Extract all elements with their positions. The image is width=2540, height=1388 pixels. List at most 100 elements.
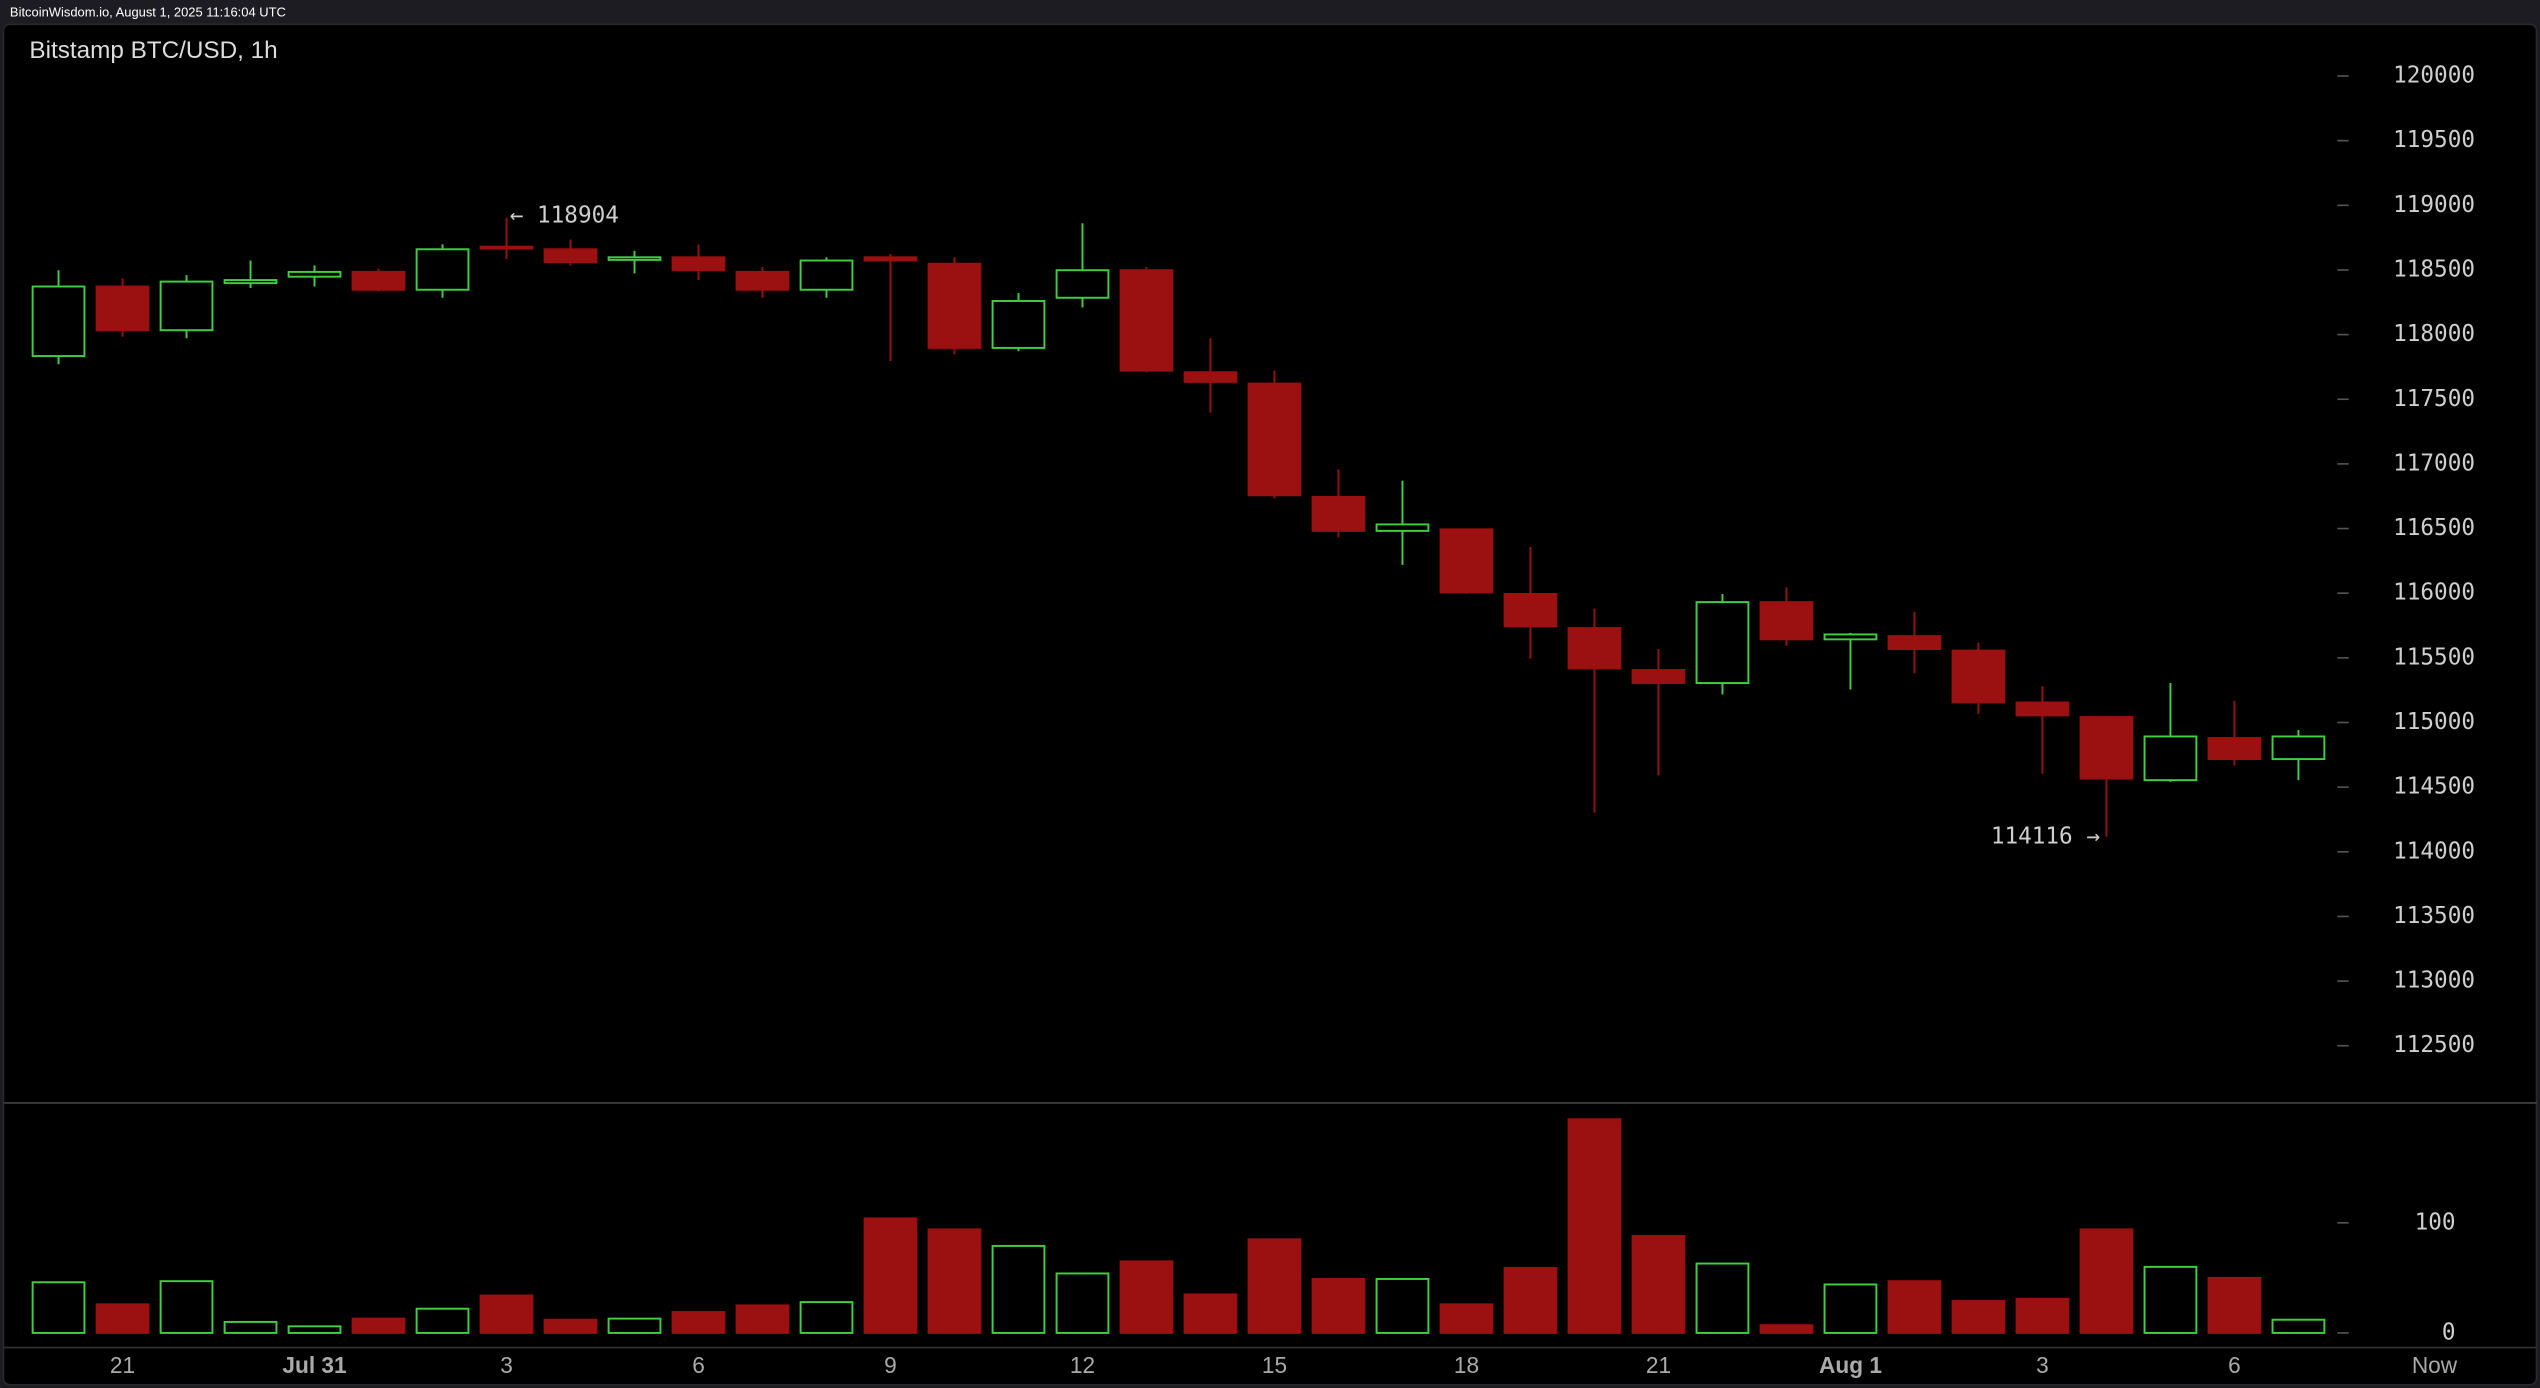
candle-body [1439,528,1494,594]
volume-bar [1503,1266,1558,1334]
y-tick-label: 113500 [2393,903,2475,929]
volume-bar [863,1217,918,1334]
volume-bar [1567,1118,1622,1334]
y-tick-label: 112500 [2393,1032,2475,1058]
y-tick-label: 118500 [2393,256,2475,282]
y-tick-label: 117500 [2393,386,2475,412]
volume-bar [991,1244,1046,1334]
header-text: BitcoinWisdom.io, August 1, 2025 11:16:0… [10,4,286,19]
volume-tick-label: 0 [2442,1319,2456,1345]
volume-bar [1759,1324,1814,1334]
volume-bar [351,1317,406,1334]
y-tick-label: 114500 [2393,774,2475,800]
volume-bar [671,1311,726,1334]
candle-body [2271,735,2326,761]
x-tick-label: 21 [110,1352,135,1378]
volume-bar [2079,1228,2134,1334]
volume-bar [415,1307,470,1334]
candle-body [351,270,406,291]
volume-bar [223,1320,278,1334]
candle-body [927,262,982,349]
volume-bar [287,1325,342,1334]
volume-bar [1951,1300,2006,1334]
candle-body [1695,601,1750,685]
volume-bar [1055,1272,1110,1334]
y-tick-label: 119000 [2393,192,2475,218]
candle-body [1887,635,1942,651]
volume-bar [2207,1276,2262,1334]
candle-body [1951,649,2006,704]
candle-body [1375,523,1430,532]
chart-frame [2,23,2538,1386]
y-tick-label: 116500 [2393,515,2475,541]
candle-body [543,248,598,264]
candle-body [1055,269,1110,299]
candle-body [31,285,86,358]
x-tick-label: 12 [1070,1352,1095,1378]
volume-bar [1631,1235,1686,1334]
x-tick-label: 6 [2228,1352,2241,1378]
candle-body [159,280,214,332]
volume-bar [2271,1318,2326,1334]
candle-body [863,256,918,262]
volume-bar [479,1294,534,1334]
volume-bar [1695,1262,1750,1334]
candle-body [1503,593,1558,628]
volume-bar [1119,1260,1174,1334]
y-tick-label: 117000 [2393,450,2475,476]
candle-body [287,270,342,278]
volume-bar [2015,1297,2070,1334]
y-tick-label: 113000 [2393,968,2475,994]
x-tick-label: Jul 31 [282,1352,346,1378]
volume-bar [31,1281,86,1334]
volume-bar [1375,1277,1430,1334]
candle-body [1823,633,1878,641]
candle-body [799,259,854,291]
candle-body [1567,627,1622,670]
y-tick-label: 120000 [2393,63,2475,89]
candle-body [415,248,470,291]
candle-body [479,245,534,250]
y-tick-label: 116000 [2393,580,2475,606]
candle-body [2079,716,2134,780]
volume-bar [1887,1280,1942,1334]
volume-bar [1823,1283,1878,1334]
volume-tick-label: 100 [2415,1209,2456,1235]
volume-bar [1439,1303,1494,1334]
volume-bar [927,1228,982,1334]
now-label: Now [2412,1352,2458,1378]
candle-body [607,256,662,261]
volume-bar [159,1280,214,1334]
x-tick-label: 21 [1646,1352,1671,1378]
candle-body [2143,735,2198,782]
volume-bar [607,1317,662,1334]
candle-body [223,279,278,285]
candle-body [1183,371,1238,383]
y-tick-label: 118000 [2393,321,2475,347]
candle-body [991,300,1046,349]
y-tick-label: 115000 [2393,709,2475,735]
volume-bar [95,1303,150,1334]
low-annotation: 114116 → [1991,823,2100,849]
candle-body [95,285,150,332]
candle-body [1247,382,1302,497]
x-tick-label: 3 [2036,1352,2049,1378]
volume-bar [735,1304,790,1334]
y-tick-label: 114000 [2393,838,2475,864]
candle-body [2015,701,2070,717]
volume-bar [799,1301,854,1334]
candle-body [671,256,726,272]
x-tick-label: 3 [500,1352,513,1378]
volume-bar [1311,1277,1366,1334]
chart-title: Bitstamp BTC/USD, 1h [29,37,277,64]
volume-bar [1183,1293,1238,1334]
candle-body [1311,495,1366,532]
candle-body [1119,269,1174,372]
y-tick-label: 119500 [2393,127,2475,153]
x-tick-label: 15 [1262,1352,1287,1378]
y-tick-label: 115500 [2393,644,2475,670]
volume-bar [2143,1265,2198,1334]
x-tick-label: 6 [692,1352,705,1378]
